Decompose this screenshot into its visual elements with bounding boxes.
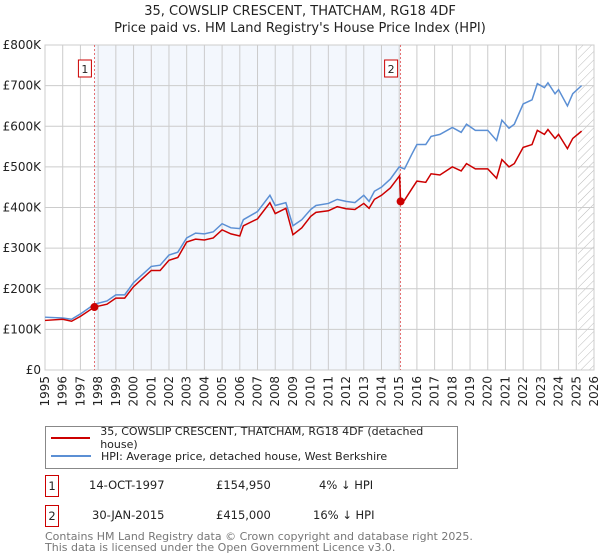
legend-swatch-blue bbox=[51, 455, 91, 457]
legend-label: HPI: Average price, detached house, West… bbox=[101, 449, 388, 463]
x-tick-label: 2022 bbox=[516, 376, 530, 407]
x-tick-label: 2023 bbox=[534, 376, 548, 407]
sale-point bbox=[90, 303, 99, 312]
transaction-marker: 2 bbox=[45, 505, 59, 527]
legend-label: 35, COWSLIP CRESCENT, THATCHAM, RG18 4DF… bbox=[100, 425, 424, 451]
footer-line: Contains HM Land Registry data © Crown c… bbox=[45, 530, 473, 543]
x-tick-label: 2017 bbox=[428, 376, 442, 407]
x-tick-label: 2014 bbox=[374, 376, 388, 407]
legend: 35, COWSLIP CRESCENT, THATCHAM, RG18 4DF… bbox=[45, 425, 458, 469]
legend-swatch-red bbox=[51, 437, 91, 439]
property-price-line bbox=[44, 128, 583, 323]
transaction-hpi-diff: 4% ↓ HPI bbox=[319, 478, 374, 492]
x-tick-label: 2012 bbox=[339, 376, 353, 407]
x-tick-label: 2007 bbox=[251, 376, 265, 407]
x-tick-label: 2003 bbox=[180, 376, 194, 407]
y-tick-label: £500K bbox=[3, 160, 43, 174]
x-tick-label: 2026 bbox=[587, 376, 600, 407]
y-tick-label: £100K bbox=[3, 322, 43, 336]
x-tick-label: 1995 bbox=[38, 376, 52, 407]
title: 35, COWSLIP CRESCENT, THATCHAM, RG18 4DF bbox=[144, 4, 456, 19]
x-tick-label: 2024 bbox=[552, 376, 566, 407]
y-tick-label: £800K bbox=[3, 38, 43, 52]
x-tick-label: 2011 bbox=[321, 376, 335, 407]
transaction-date: 30-JAN-2015 bbox=[92, 508, 165, 522]
legend-item-property: 35, COWSLIP CRESCENT, THATCHAM, RG18 4DF… bbox=[46, 425, 457, 451]
x-tick-label: 2002 bbox=[162, 376, 176, 407]
x-tick-label: 1997 bbox=[73, 376, 87, 407]
x-tick-label: 2004 bbox=[197, 376, 211, 407]
x-tick-label: 2021 bbox=[498, 376, 512, 407]
x-tick-label: 1999 bbox=[109, 376, 123, 407]
price-chart: 1995 1996 1997 1998 1999 2000 2001 2002 2003 2004… bbox=[3, 38, 600, 407]
sale-marker-box bbox=[384, 59, 399, 78]
y-tick-label: £700K bbox=[3, 79, 43, 93]
y-tick-label: £0 bbox=[26, 363, 41, 377]
x-tick-label: 2005 bbox=[215, 376, 229, 407]
legend-item-hpi: HPI: Average price, detached house, West… bbox=[46, 447, 387, 465]
x-tick-label: 2020 bbox=[481, 376, 495, 407]
x-tick-label: 2009 bbox=[286, 376, 300, 407]
transaction-price: £415,000 bbox=[216, 508, 271, 522]
subtitle: Price paid vs. HM Land Registry's House … bbox=[114, 21, 486, 36]
x-tick-label: 2010 bbox=[304, 376, 318, 407]
x-tick-label: 2018 bbox=[445, 376, 459, 407]
transaction-price: £154,950 bbox=[216, 478, 271, 492]
footer: Contains HM Land Registry data © Crown c… bbox=[45, 531, 473, 553]
y-tick-label: £200K bbox=[3, 282, 43, 296]
x-tick-label: 2013 bbox=[357, 376, 371, 407]
hpi-line bbox=[44, 81, 583, 320]
x-tick-label: 2001 bbox=[144, 376, 158, 407]
y-tick-label: £300K bbox=[3, 241, 43, 255]
sale-point bbox=[396, 197, 405, 206]
x-tick-label: 2008 bbox=[268, 376, 282, 407]
x-tick-label: 1998 bbox=[91, 376, 105, 407]
chart-title: 35, COWSLIP CRESCENT, THATCHAM, RG18 4DF… bbox=[0, 3, 600, 37]
x-tick-label: 2016 bbox=[410, 376, 424, 407]
y-tick-label: £400K bbox=[3, 201, 43, 215]
x-tick-label: 2025 bbox=[569, 376, 583, 407]
x-tick-label: 1996 bbox=[56, 376, 70, 407]
y-tick-label: £600K bbox=[3, 119, 43, 133]
transaction-marker: 1 bbox=[45, 475, 59, 497]
footer-line: This data is licensed under the Open Gov… bbox=[45, 541, 396, 554]
transaction-date: 14-OCT-1997 bbox=[89, 478, 165, 492]
sale-marker-label: 2 bbox=[388, 63, 395, 76]
transaction-row: 2 30-JAN-2015 £415,000 16% ↓ HPI bbox=[45, 505, 600, 529]
x-tick-label: 2000 bbox=[127, 376, 141, 407]
sale-marker-label: 1 bbox=[81, 63, 88, 76]
x-tick-label: 2019 bbox=[463, 376, 477, 407]
x-tick-label: 2006 bbox=[233, 376, 247, 407]
transaction-row: 1 14-OCT-1997 £154,950 4% ↓ HPI bbox=[45, 475, 600, 499]
x-tick-label: 2015 bbox=[392, 376, 406, 407]
transaction-hpi-diff: 16% ↓ HPI bbox=[313, 508, 375, 522]
sale-marker-box bbox=[77, 59, 92, 78]
